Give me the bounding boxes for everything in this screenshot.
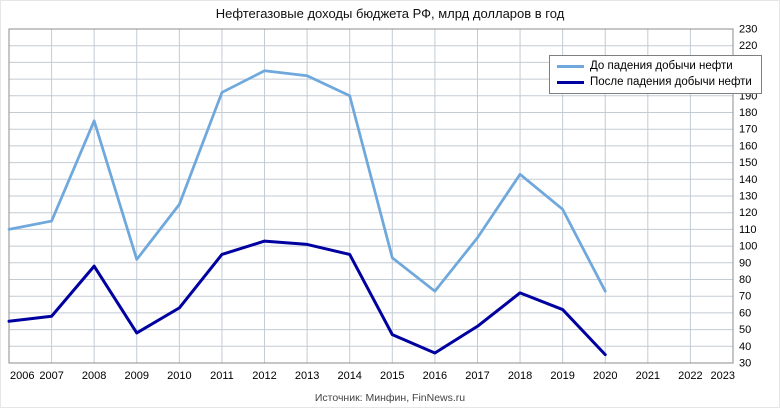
y-axis-tick-label: 90: [739, 257, 751, 269]
y-axis-tick-label: 40: [739, 341, 751, 353]
x-axis-tick-label: 2013: [295, 370, 319, 382]
legend-item-before-decline: До падения добычи нефти: [557, 60, 752, 72]
chart-legend: До падения добычи нефти После падения до…: [549, 55, 762, 94]
y-axis-tick-label: 170: [739, 124, 757, 136]
x-axis-tick-label: 2010: [167, 370, 191, 382]
x-axis-tick-label: 2023: [711, 370, 735, 382]
legend-line-sample-light-blue: [557, 64, 584, 68]
y-axis-tick-label: 140: [739, 174, 757, 186]
x-axis-tick-label: 2014: [337, 370, 361, 382]
chart-title: Нефтегазовые доходы бюджета РФ, млрд дол…: [215, 6, 565, 21]
x-axis-tick-label: 2017: [465, 370, 489, 382]
y-axis-tick-label: 110: [739, 224, 757, 236]
x-axis-tick-label: 2020: [593, 370, 617, 382]
plot-border: [8, 28, 734, 364]
y-axis-tick-label: 30: [739, 358, 751, 370]
x-axis-tick-label: 2021: [636, 370, 660, 382]
x-axis-tick-label: 2008: [82, 370, 106, 382]
x-axis-tick-label: 2007: [39, 370, 63, 382]
y-axis-tick-label: 150: [739, 157, 757, 169]
x-axis-tick-label: 2022: [678, 370, 702, 382]
x-axis-tick-label: 2012: [252, 370, 276, 382]
y-axis-tick-label: 130: [739, 191, 757, 203]
y-axis-tick-label: 180: [739, 107, 757, 119]
x-axis-tick-label: 2006: [10, 370, 34, 382]
x-axis-tick-label: 2019: [550, 370, 574, 382]
y-axis-tick-label: 230: [739, 24, 757, 36]
legend-line-sample-dark-blue: [557, 80, 584, 84]
y-axis-tick-label: 120: [739, 207, 757, 219]
y-axis-tick-label: 160: [739, 140, 757, 152]
source-note: Источник: Минфин, FinNews.ru: [314, 392, 466, 404]
series-line-0: [7, 69, 607, 293]
series-line-1: [7, 239, 607, 357]
x-axis-tick-label: 2015: [380, 370, 404, 382]
y-axis-tick-label: 220: [739, 40, 757, 52]
x-axis-tick-label: 2009: [125, 370, 149, 382]
x-axis-tick-label: 2016: [423, 370, 447, 382]
y-axis-tick-label: 70: [739, 291, 751, 303]
x-axis-tick-label: 2018: [508, 370, 532, 382]
x-axis-tick-label: 2011: [210, 370, 234, 382]
y-axis-tick-label: 60: [739, 307, 751, 319]
y-axis-tick-label: 50: [739, 324, 751, 336]
legend-label: До падения добычи нефти: [590, 60, 733, 72]
legend-item-after-decline: После падения добычи нефти: [557, 76, 752, 88]
y-axis-tick-label: 80: [739, 274, 751, 286]
y-axis-tick-label: 100: [739, 241, 757, 253]
legend-label: После падения добычи нефти: [590, 76, 752, 88]
